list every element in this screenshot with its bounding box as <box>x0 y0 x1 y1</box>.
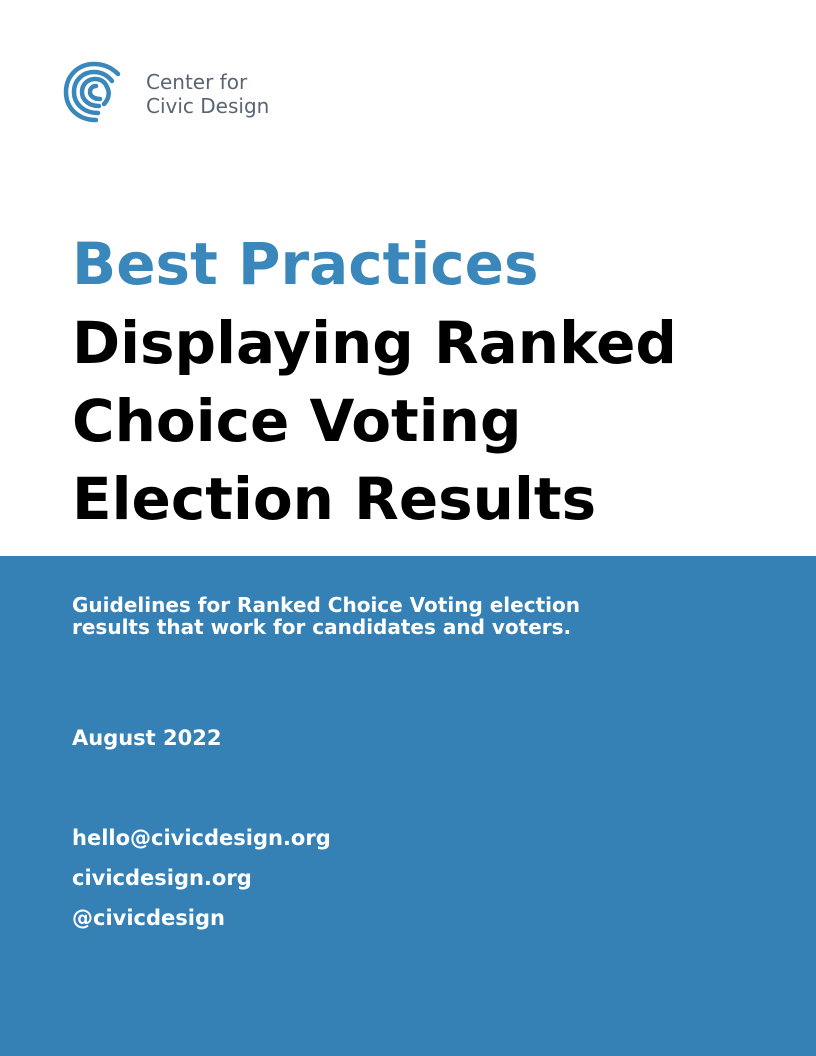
contact-website: civicdesign.org <box>72 866 252 890</box>
swirl-logo-icon <box>63 61 121 123</box>
document-title: Best Practices Displaying Ranked Choice … <box>72 224 772 538</box>
logo-wordmark: Center for Civic Design <box>146 70 269 118</box>
subtitle-line-2: results that work for candidates and vot… <box>72 615 572 639</box>
title-main: Displaying Ranked Choice Voting Election… <box>72 304 772 538</box>
logo-line-2: Civic Design <box>146 94 270 118</box>
logo-line-1: Center for <box>146 70 248 94</box>
title-accent: Best Practices <box>72 230 539 298</box>
organization-logo: Center for Civic Design <box>60 58 269 130</box>
subtitle-line-1: Guidelines for Ranked Choice Voting elec… <box>72 593 580 617</box>
info-band: Guidelines for Ranked Choice Voting elec… <box>0 556 816 1056</box>
title-line-1: Displaying Ranked <box>72 309 677 377</box>
title-line-2: Choice Voting <box>72 387 522 455</box>
contact-list: hello@civicdesign.org civicdesign.org @c… <box>72 818 331 938</box>
title-line-3: Election Results <box>72 465 597 533</box>
subtitle: Guidelines for Ranked Choice Voting elec… <box>72 594 732 638</box>
contact-social: @civicdesign <box>72 906 225 930</box>
contact-email: hello@civicdesign.org <box>72 826 331 850</box>
publication-date: August 2022 <box>72 726 222 750</box>
